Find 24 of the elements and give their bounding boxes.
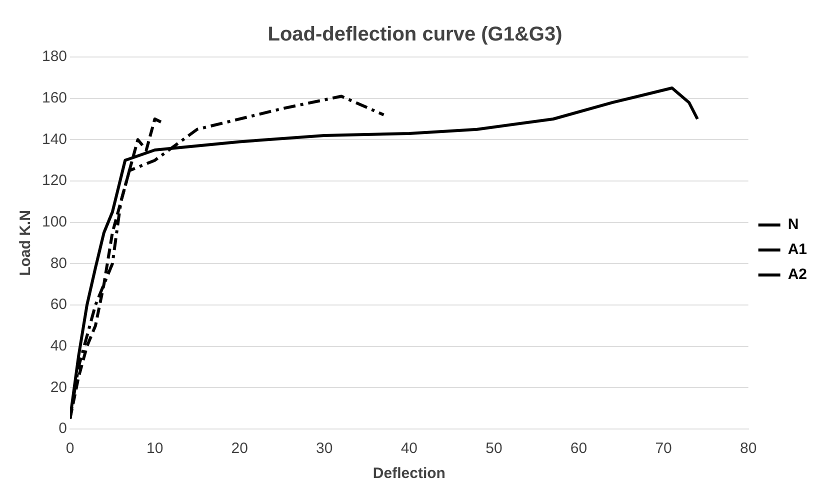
y-tick-label: 80: [50, 254, 68, 272]
legend-label: A1: [788, 241, 808, 258]
y-tick-label: 20: [50, 378, 68, 396]
x-tick-label: 60: [570, 440, 588, 458]
y-tick-label: 60: [50, 296, 68, 314]
x-tick-label: 50: [486, 440, 502, 458]
y-tick-label: 40: [50, 337, 68, 354]
y-tick-label: 160: [42, 89, 68, 106]
y-tick-label: 100: [42, 213, 68, 230]
x-tick-label: 70: [655, 440, 672, 458]
y-axis-title: Load K.N: [17, 210, 34, 276]
x-tick-label: 40: [400, 440, 418, 458]
x-tick-label: 20: [231, 440, 248, 458]
y-tick-label: 180: [42, 48, 68, 66]
x-tick-label: 30: [316, 440, 333, 458]
chart-title: Load-deflection curve (G1&G3): [268, 24, 562, 46]
y-tick-label: 120: [42, 172, 68, 190]
x-tick-label: 10: [146, 440, 164, 458]
y-tick-label: 140: [42, 130, 68, 148]
legend-label: A2: [788, 266, 808, 284]
x-axis-title: Deflection: [372, 465, 446, 482]
y-tick-label: 0: [58, 420, 68, 438]
legend-label: N: [788, 216, 799, 234]
x-tick-label: 80: [740, 440, 757, 458]
